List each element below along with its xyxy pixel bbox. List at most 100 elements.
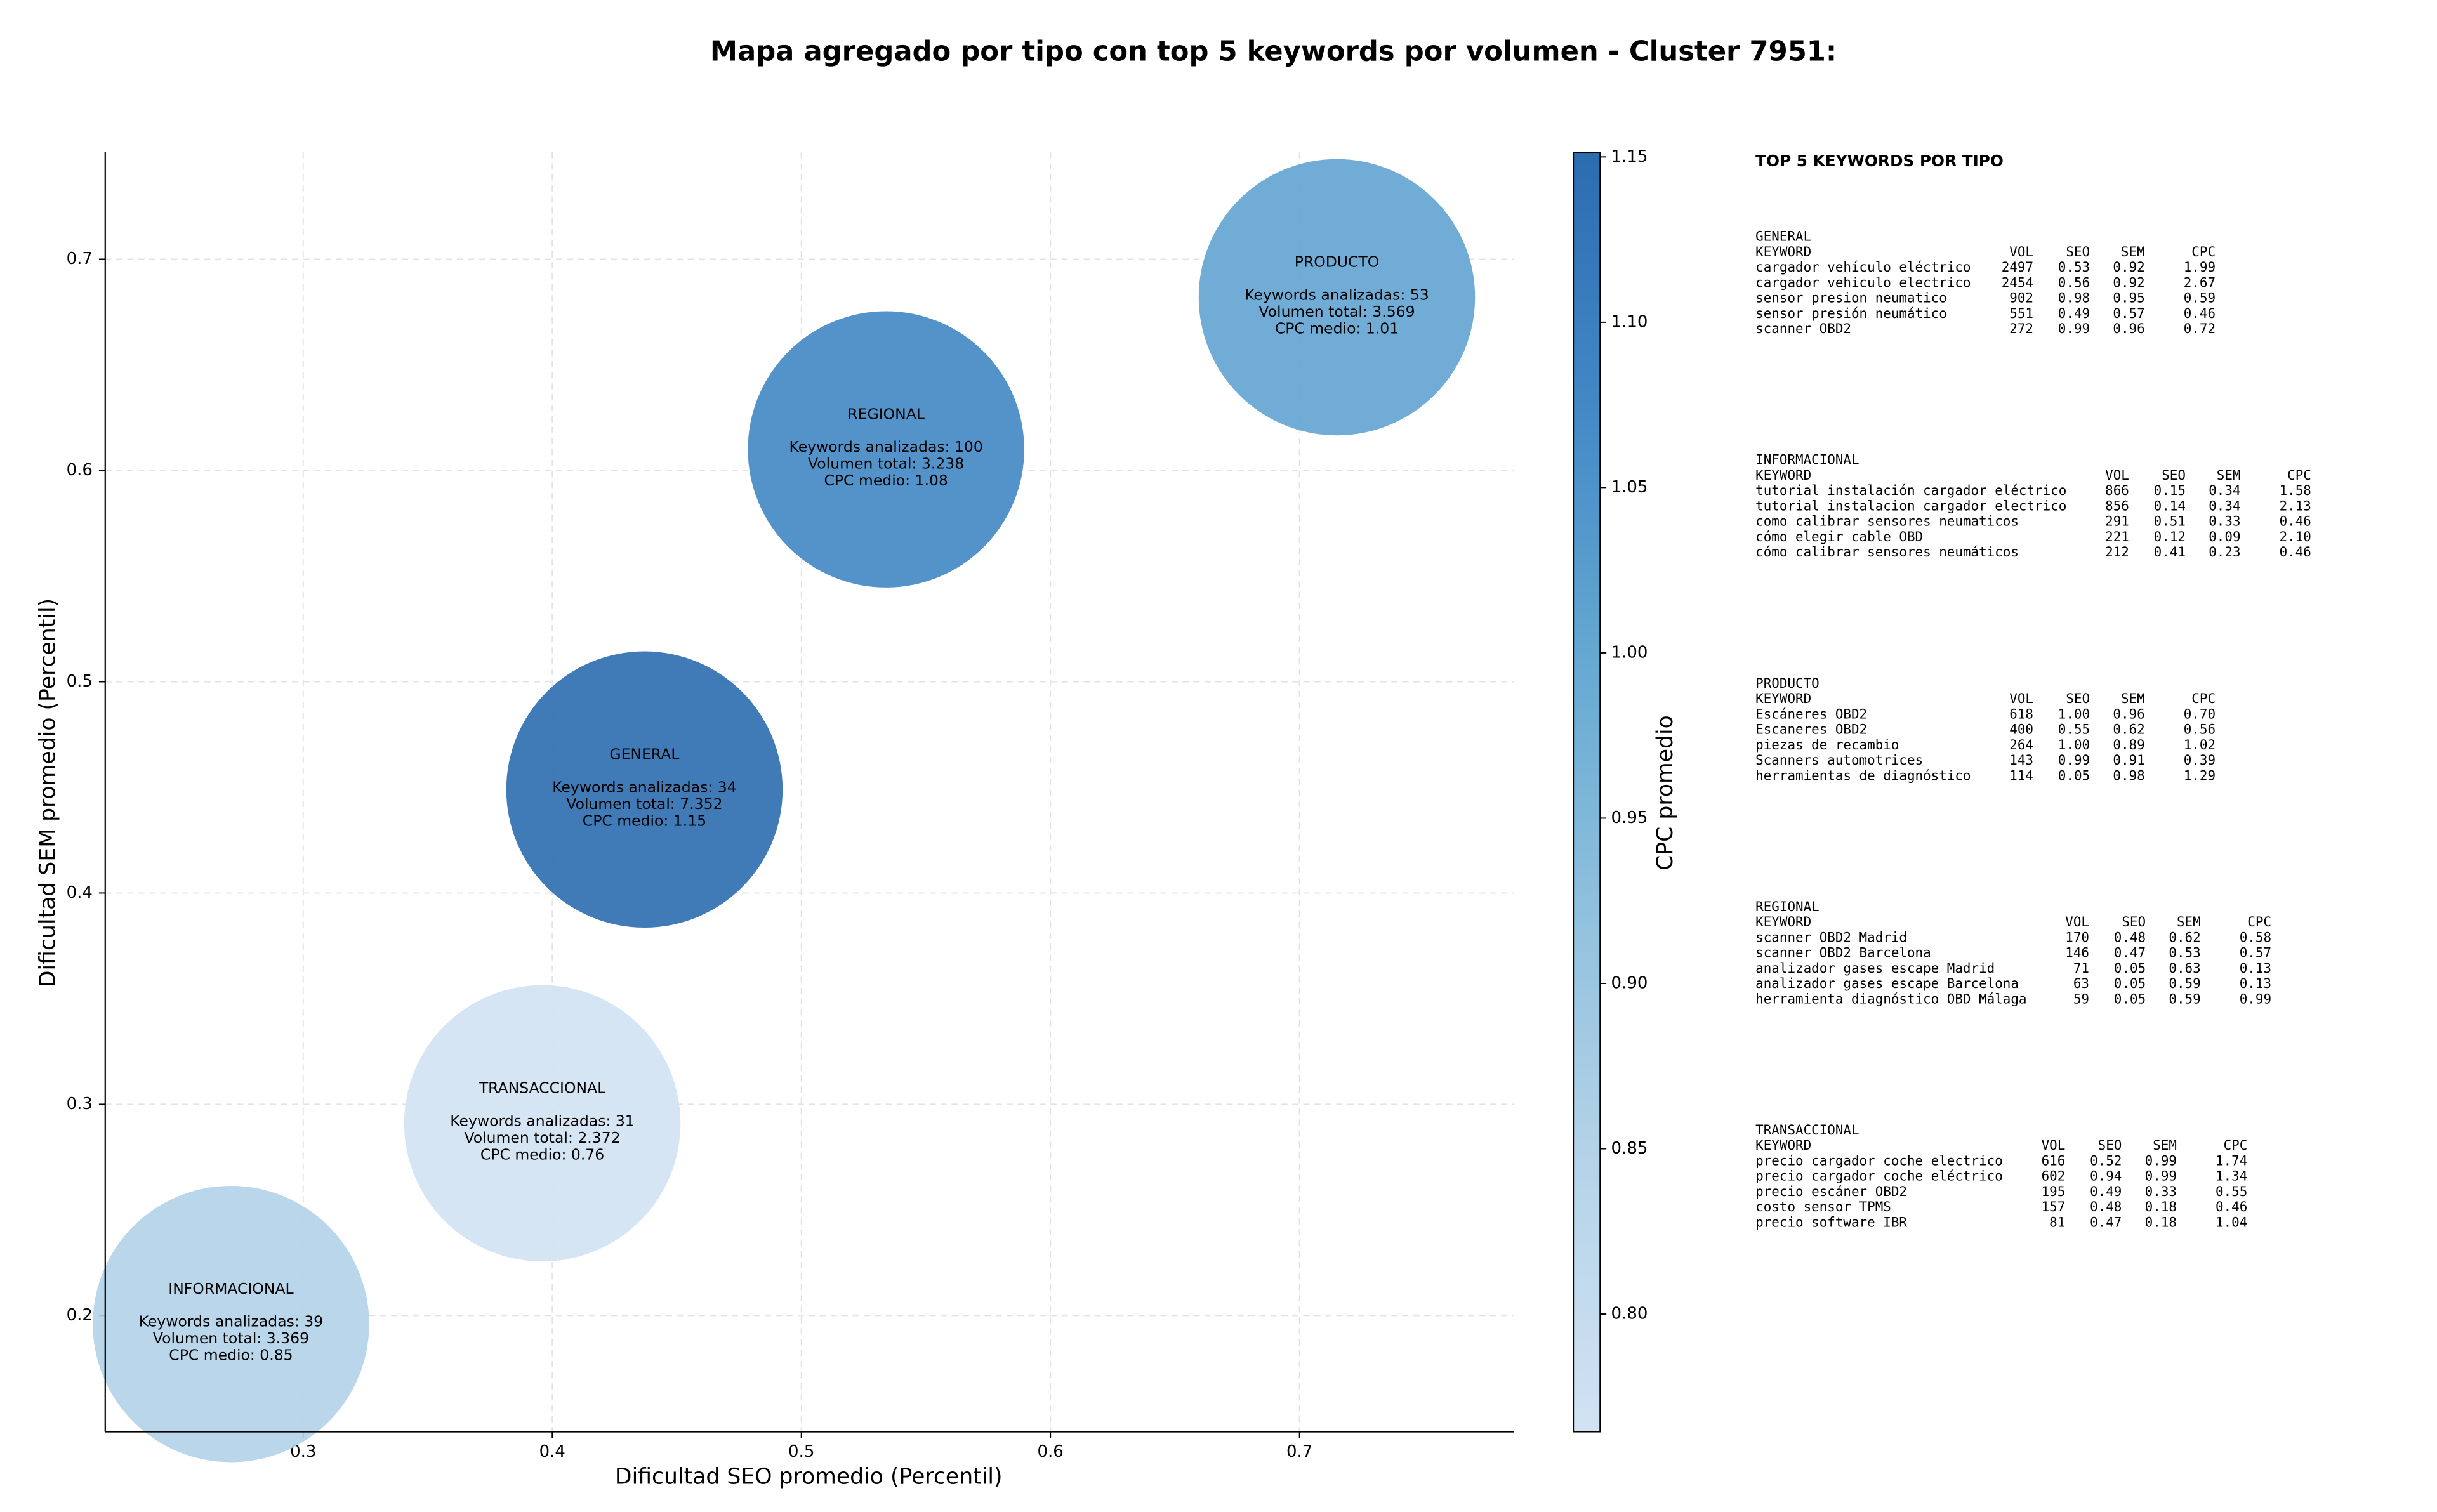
table-cell: sensor presión neumático xyxy=(1755,306,1947,321)
bubble-label: CPC medio: 0.85 xyxy=(169,1346,293,1364)
table-cell: 71 xyxy=(2073,961,2089,976)
x-tick-label: 0.4 xyxy=(539,1442,565,1461)
table-cell: 0.59 xyxy=(2169,991,2200,1006)
table-cell: 0.33 xyxy=(2145,1184,2177,1199)
table-cell: piezas de recambio xyxy=(1755,737,1899,753)
table-cell: 1.34 xyxy=(2216,1169,2247,1184)
table-cell: 1.00 xyxy=(2058,737,2090,753)
bubble xyxy=(404,985,681,1262)
table-cell: analizador gases escape Barcelona xyxy=(1755,976,2019,991)
table-cell: 0.47 xyxy=(2090,1214,2122,1230)
table-cell: scanner OBD2 Madrid xyxy=(1755,930,1907,945)
table-cell: 1.00 xyxy=(2058,706,2090,721)
column-header: VOL xyxy=(2105,468,2129,483)
table-cell: 0.62 xyxy=(2113,722,2144,737)
table-cell: 0.41 xyxy=(2154,544,2186,560)
table-cell: 0.57 xyxy=(2240,945,2271,961)
table-cell: 0.51 xyxy=(2154,514,2186,529)
table-cell: cargador vehiculo electrico xyxy=(1755,275,1971,290)
table-cell: Escaneres OBD2 xyxy=(1755,722,1867,737)
table-cell: herramientas de diagnóstico xyxy=(1755,768,1971,783)
table-cell: precio escáner OBD2 xyxy=(1755,1184,1907,1199)
table-cell: 0.18 xyxy=(2145,1199,2177,1214)
table-cell: 0.55 xyxy=(2216,1184,2247,1199)
table-cell: 0.96 xyxy=(2113,321,2144,336)
table-cell: 400 xyxy=(2009,722,2033,737)
y-axis-label: Dificultad SEM promedio (Percentil) xyxy=(36,598,61,987)
x-tick-label: 0.6 xyxy=(1038,1442,1064,1461)
table-cell: cómo calibrar sensores neumáticos xyxy=(1755,544,2019,560)
table-cell: 0.05 xyxy=(2114,976,2146,991)
table-cell: 0.05 xyxy=(2114,961,2146,976)
table-cell: 618 xyxy=(2009,706,2033,721)
colorbar-tick-label: 1.15 xyxy=(1611,147,1648,166)
table-cell: 1.74 xyxy=(2216,1153,2247,1168)
colorbar-tick-label: 0.80 xyxy=(1611,1305,1648,1324)
table-cell: Escáneres OBD2 xyxy=(1755,706,1867,721)
column-header: VOL xyxy=(2009,244,2033,260)
column-header: KEYWORD xyxy=(1755,468,1811,483)
table-cell: precio software IBR xyxy=(1755,1214,1907,1230)
column-header: SEM xyxy=(2177,914,2201,930)
table-cell: 866 xyxy=(2105,483,2129,498)
y-tick-label: 0.3 xyxy=(67,1095,93,1114)
y-tick-label: 0.6 xyxy=(67,461,93,480)
table-cell: 0.96 xyxy=(2113,706,2144,721)
table-cell: 0.34 xyxy=(2209,498,2240,513)
table-cell: 0.92 xyxy=(2113,260,2144,275)
column-header: KEYWORD xyxy=(1755,244,1811,260)
table-cell: 0.48 xyxy=(2090,1199,2122,1214)
table-cell: 0.72 xyxy=(2184,321,2216,336)
table-cell: cómo elegir cable OBD xyxy=(1755,529,1923,544)
table-cell: 264 xyxy=(2009,737,2033,753)
table-cell: 0.47 xyxy=(2114,945,2146,961)
column-header: SEO xyxy=(2098,1138,2122,1153)
table-cell: precio cargador coche electrico xyxy=(1755,1153,2003,1168)
table-cell: 0.14 xyxy=(2154,498,2186,513)
table-cell: 0.46 xyxy=(2184,306,2216,321)
table-cell: 902 xyxy=(2009,291,2033,306)
column-header: CPC xyxy=(2191,244,2216,260)
bubble-name: INFORMACIONAL xyxy=(168,1280,293,1298)
column-header: SEM xyxy=(2153,1138,2177,1153)
bubble xyxy=(1198,159,1476,436)
bubble-label: CPC medio: 0.76 xyxy=(480,1145,604,1163)
colorbar-tick-label: 1.10 xyxy=(1611,312,1648,331)
table-cell: 0.48 xyxy=(2114,930,2146,945)
table-cell: 59 xyxy=(2073,991,2089,1006)
table-cell: tutorial instalacion cargador electrico xyxy=(1755,498,2066,513)
table-cell: 0.62 xyxy=(2169,930,2200,945)
table-cell: 551 xyxy=(2009,306,2033,321)
table-cell: 195 xyxy=(2042,1184,2066,1199)
table-cell: 0.99 xyxy=(2058,321,2090,336)
table-cell: 0.56 xyxy=(2058,275,2090,290)
table-cell: 0.15 xyxy=(2154,483,2186,498)
table-cell: scanner OBD2 Barcelona xyxy=(1755,945,1931,961)
bubble-label: Keywords analizadas: 31 xyxy=(450,1112,634,1129)
x-axis-label: Dificultad SEO promedio (Percentil) xyxy=(615,1464,1003,1489)
column-header: KEYWORD xyxy=(1755,691,1811,706)
table-cell: 212 xyxy=(2105,544,2129,560)
bubble-label: Volumen total: 3.238 xyxy=(808,455,964,473)
bubble-label: CPC medio: 1.08 xyxy=(824,471,948,489)
table-cell: 2.13 xyxy=(2280,498,2311,513)
table-cell: 0.53 xyxy=(2058,260,2090,275)
table-cell: 0.09 xyxy=(2209,529,2240,544)
table-cell: 0.59 xyxy=(2169,976,2200,991)
colorbar xyxy=(1573,152,1601,1433)
table-cell: tutorial instalación cargador eléctrico xyxy=(1755,483,2066,498)
column-header: KEYWORD xyxy=(1755,914,1811,930)
table-cell: 0.39 xyxy=(2184,753,2216,768)
table-cell: 2454 xyxy=(2002,275,2033,290)
colorbar-tick-label: 1.05 xyxy=(1611,478,1648,497)
bubble-name: TRANSACCIONAL xyxy=(479,1079,605,1096)
table-cell: 0.46 xyxy=(2216,1199,2247,1214)
table-cell: 616 xyxy=(2042,1153,2066,1168)
table-cell: 170 xyxy=(2065,930,2089,945)
table-cell: 2.67 xyxy=(2184,275,2216,290)
x-tick-label: 0.7 xyxy=(1286,1442,1312,1461)
column-header: CPC xyxy=(2191,691,2216,706)
colorbar-label: CPC promedio xyxy=(1653,715,1678,871)
group-name: INFORMACIONAL xyxy=(1755,452,1859,468)
